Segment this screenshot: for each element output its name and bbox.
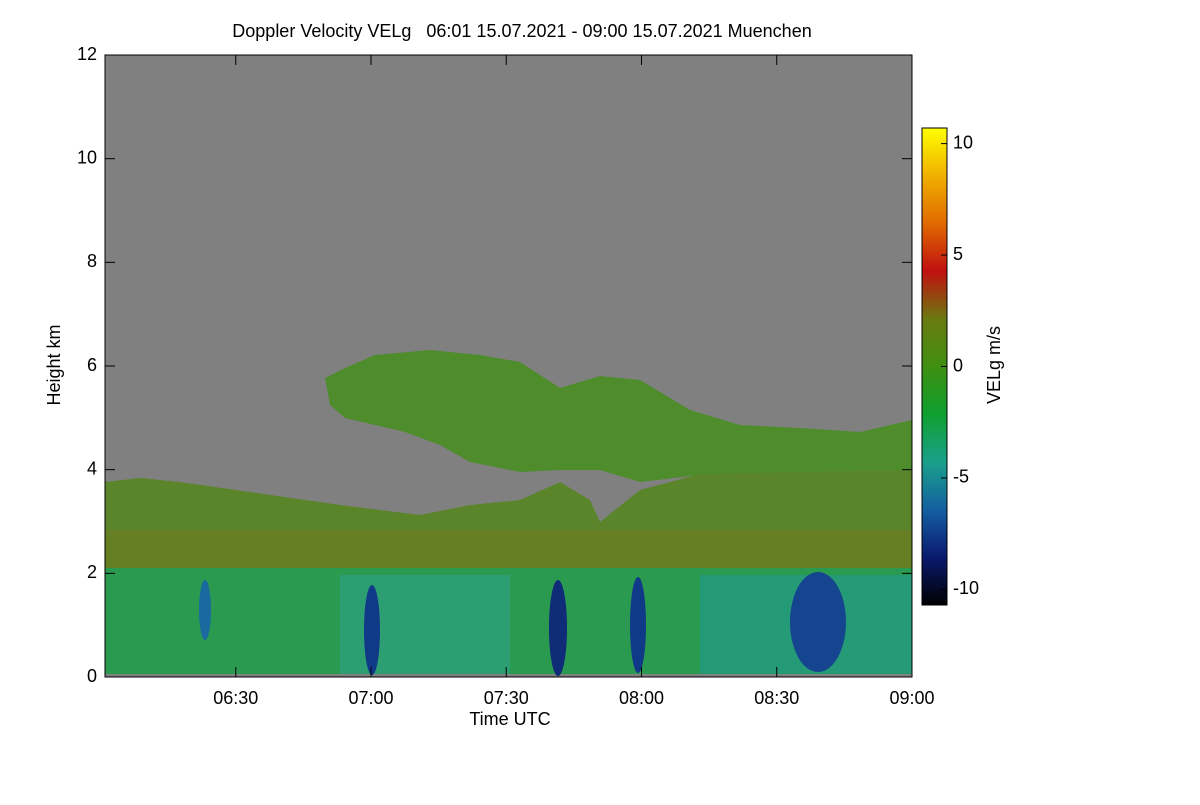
velocity-field <box>105 55 912 677</box>
x-tick-label: 07:00 <box>348 688 393 708</box>
y-tick-label: 10 <box>77 147 97 167</box>
colorbar-tick-label: 0 <box>953 355 963 375</box>
colorbar-tick-label: 5 <box>953 244 963 264</box>
y-tick-label: 12 <box>77 44 97 64</box>
chart-title: Doppler Velocity VELg 06:01 15.07.2021 -… <box>232 21 811 41</box>
x-tick-label: 07:30 <box>484 688 529 708</box>
colorbar-tick-label: 10 <box>953 132 973 152</box>
y-tick-label: 4 <box>87 458 97 478</box>
x-tick-label: 09:00 <box>889 688 934 708</box>
y-tick-label: 8 <box>87 251 97 271</box>
colorbar-label: VELg m/s <box>984 326 1004 404</box>
x-tick-label: 06:30 <box>213 688 258 708</box>
colorbar-tick-label: -5 <box>953 467 969 487</box>
y-axis-label: Height km <box>44 324 64 405</box>
y-tick-label: 2 <box>87 562 97 582</box>
x-axis-label: Time UTC <box>469 709 550 729</box>
x-tick-label: 08:00 <box>619 688 664 708</box>
x-tick-label: 08:30 <box>754 688 799 708</box>
colorbar-tick-label: -10 <box>953 578 979 598</box>
y-tick-label: 0 <box>87 666 97 686</box>
y-tick-label: 6 <box>87 355 97 375</box>
